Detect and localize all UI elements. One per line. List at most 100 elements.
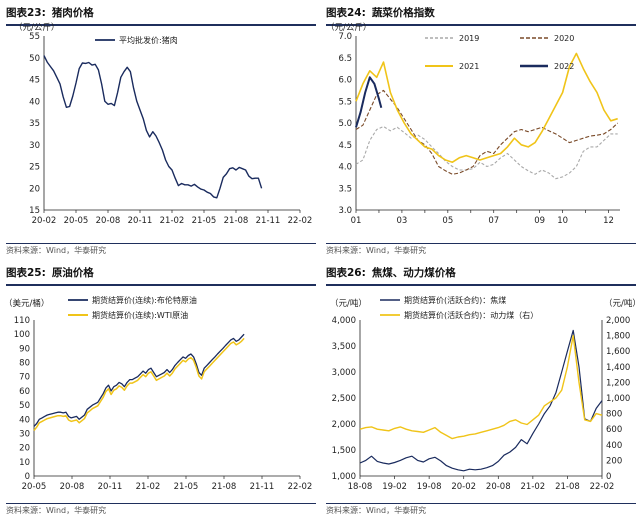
x-tick-label: 21-05 [174,482,199,492]
x-tick-label: 22-02 [590,482,615,492]
y-tick-label: 25 [29,163,40,173]
legend-label: 期货结算价(连续):布伦特原油 [92,295,197,305]
series-line-0 [355,125,618,180]
y2-tick-label: 1,600 [606,347,630,357]
legend-label: 2022 [554,62,574,71]
chart-vegetable: （元/公斤） 3.0 3.5 4.0 4.5 5.0 5.5 6.0 6.5 7.0 01 03 05 0… [326,22,620,226]
x-tick-label: 10 [557,216,568,226]
x-tick-label: 20-11 [98,482,123,492]
legend-label: 期货结算价(连续):WTI原油 [92,310,188,320]
x-tick-label: 07 [488,216,499,226]
x-tick-label: 09 [534,216,545,226]
y-tick-label: 3,000 [332,368,356,378]
y-tick-label: 30 [19,429,30,439]
y-tick-label: 3.0 [338,206,352,216]
chart-title: 图表23: 猪肉价格 [6,4,316,26]
y2-tick-label: 0 [606,472,611,482]
x-tick-label: 21-08 [212,482,237,492]
y-tick-label: 30 [29,141,40,151]
chart-source: 资料来源：Wind，华泰研究 [326,503,636,518]
series-line-0 [33,333,245,427]
x-tick-label: 21-08 [224,216,249,226]
series-line-1 [355,89,619,175]
chart-source: 资料来源：Wind，华泰研究 [326,243,636,258]
y-tick-label: 20 [29,184,40,194]
x-tick-label: 21-11 [250,482,275,492]
y2-tick-label: 1,200 [606,378,630,388]
chart-title: 图表26: 焦煤、动力煤价格 [326,264,636,286]
legend-label: 平均批发价:猪肉 [119,35,178,45]
legend-label: 期货结算价(活跃合约)：焦煤 [404,295,506,305]
x-tick-label: 22-02 [288,482,313,492]
y-tick-label: 4.5 [338,141,352,151]
x-tick-label: 21-02 [521,482,546,492]
y-tick-label: 40 [19,415,30,425]
y-tick-label: 3,500 [332,342,356,352]
legend-label: 期货结算价(活跃合约)：动力煤（右） [404,310,538,320]
x-tick-label: 21-05 [192,216,217,226]
y-tick-label: 40 [29,97,40,107]
legend-label: 2020 [554,34,574,43]
y-tick-label: 60 [19,387,30,397]
y-tick-label: 1,500 [332,446,356,456]
chart-coal: （元/吨） （元/吨） 1,000 1,500 2,000 2,500 3,000 3,500… [330,295,640,492]
y-axis-unit: （元/公斤） [14,22,59,33]
x-tick-label: 03 [396,216,407,226]
x-tick-label: 20-08 [96,216,121,226]
y-tick-label: 55 [29,32,40,42]
x-tick-label: 19-08 [417,482,442,492]
y-tick-label: 100 [14,330,30,340]
y-tick-label: 35 [29,119,40,129]
y-tick-label: 80 [19,359,30,369]
series-line-0 [359,329,603,472]
panel-crude-oil: 图表25: 原油价格 （美元/桶） 0 10 20 30 40 50 60 70 80 90 100 11… [0,260,320,520]
panel-coal: 图表26: 焦煤、动力煤价格 （元/吨） （元/吨） 1,000 1,500 2,000 2… [320,260,640,520]
y-tick-label: 2,000 [332,420,356,430]
y-axis-unit: （元/吨） [330,298,367,309]
x-tick-label: 20-05 [22,482,47,492]
chart-source: 资料来源：Wind，华泰研究 [6,243,316,258]
panel-pork-price: 图表23: 猪肉价格 （元/公斤） 15 20 25 30 35 40 45 50 55 20-02 2… [0,0,320,260]
y-tick-label: 15 [29,206,40,216]
y-axis-unit: （元/公斤） [326,22,371,33]
y-tick-label: 1,000 [332,472,356,482]
y-tick-label: 6.0 [338,76,352,86]
y-tick-label: 10 [19,458,30,468]
y-axis-unit: （美元/桶） [4,298,49,309]
y2-tick-label: 1,800 [606,332,630,342]
y-tick-label: 20 [19,444,30,454]
x-tick-label: 20-02 [451,482,476,492]
x-tick-label: 19-02 [382,482,407,492]
y2-tick-label: 200 [606,456,622,466]
x-tick-label: 20-02 [32,216,57,226]
chart-crude-oil: （美元/桶） 0 10 20 30 40 50 60 70 80 90 100 110 20-05 20-0… [4,295,313,492]
y-tick-label: 110 [14,316,30,326]
panel-vegetable-index: 图表24: 蔬菜价格指数 （元/公斤） 3.0 3.5 4.0 4.5 5.0 5.5 6.0 6… [320,0,640,260]
y-tick-label: 3.5 [338,184,352,194]
y2-tick-label: 800 [606,410,622,420]
x-tick-label: 20-08 [60,482,85,492]
y-tick-label: 7.0 [338,32,352,42]
y2-axis-unit: （元/吨） [604,298,640,309]
y-tick-label: 5.0 [338,119,352,129]
y2-tick-label: 600 [606,425,622,435]
series-line-1 [359,334,603,440]
x-tick-label: 21-11 [256,216,281,226]
y2-tick-label: 1,400 [606,363,630,373]
x-tick-label: 01 [351,216,362,226]
series-line-2 [355,52,618,163]
y-tick-label: 6.5 [338,54,352,64]
y-tick-label: 90 [19,344,30,354]
y-tick-label: 0 [25,472,30,482]
x-tick-label: 21-02 [136,482,161,492]
chart-title: 图表25: 原油价格 [6,264,316,286]
series-line-3 [355,76,383,128]
chart-title: 图表24: 蔬菜价格指数 [326,4,636,26]
y-tick-label: 70 [19,373,30,383]
legend-label: 2021 [459,62,479,71]
y-tick-label: 50 [29,54,40,64]
x-tick-label: 20-05 [64,216,89,226]
y-tick-label: 4.0 [338,163,352,173]
y2-tick-label: 2,000 [606,316,630,326]
x-tick-label: 21-08 [555,482,580,492]
